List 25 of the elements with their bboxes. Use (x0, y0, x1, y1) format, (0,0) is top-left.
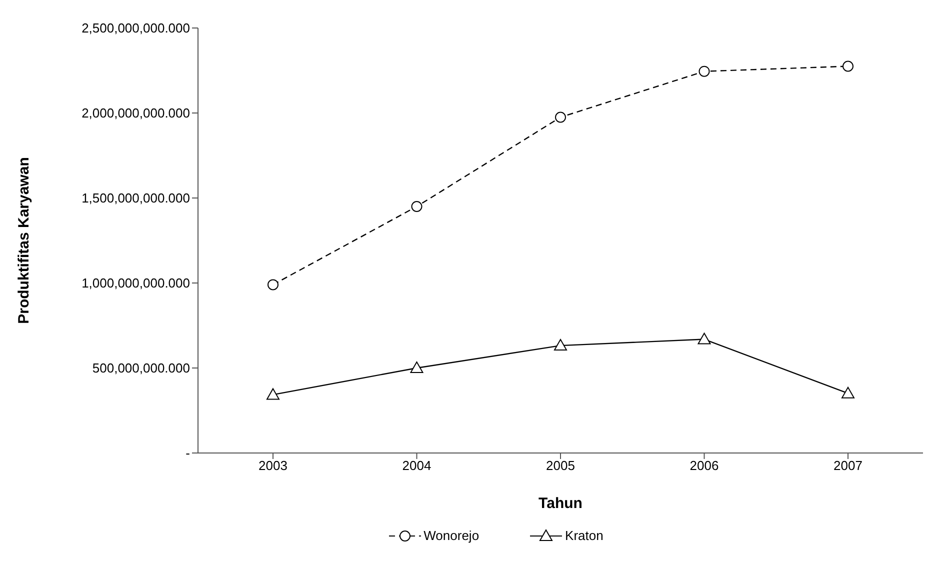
x-tick-label: 2007 (834, 458, 862, 474)
y-tick-label: 2,000,000,000.000 (82, 106, 190, 121)
x-axis-title: Tahun (538, 495, 582, 512)
point (410, 362, 424, 373)
point (698, 66, 710, 77)
point (554, 339, 567, 351)
y-tick-label: 1,000,000,000.000 (82, 276, 190, 291)
point (266, 388, 280, 400)
legend-label: Kraton (565, 528, 604, 543)
x-tick-label: 2005 (546, 458, 575, 474)
y-tick-label: 2,500,000,000.000 (82, 20, 190, 36)
y-tick-label: 500,000,000.000 (92, 360, 190, 376)
point (842, 386, 854, 398)
point (411, 201, 422, 212)
x-tick-label: 2003 (258, 458, 288, 474)
x-tick-label: 2004 (402, 458, 432, 474)
point (555, 112, 566, 123)
point (268, 279, 278, 290)
y-axis-title: Produktifitas Karyawan (15, 157, 32, 324)
point (842, 60, 854, 72)
point (698, 332, 711, 344)
y-tick-label: - (186, 446, 190, 461)
x-tick-label: 2006 (690, 458, 719, 474)
y-tick-label: 1,500,000,000.000 (82, 190, 190, 206)
legend-label: Wonorejo (424, 528, 480, 543)
